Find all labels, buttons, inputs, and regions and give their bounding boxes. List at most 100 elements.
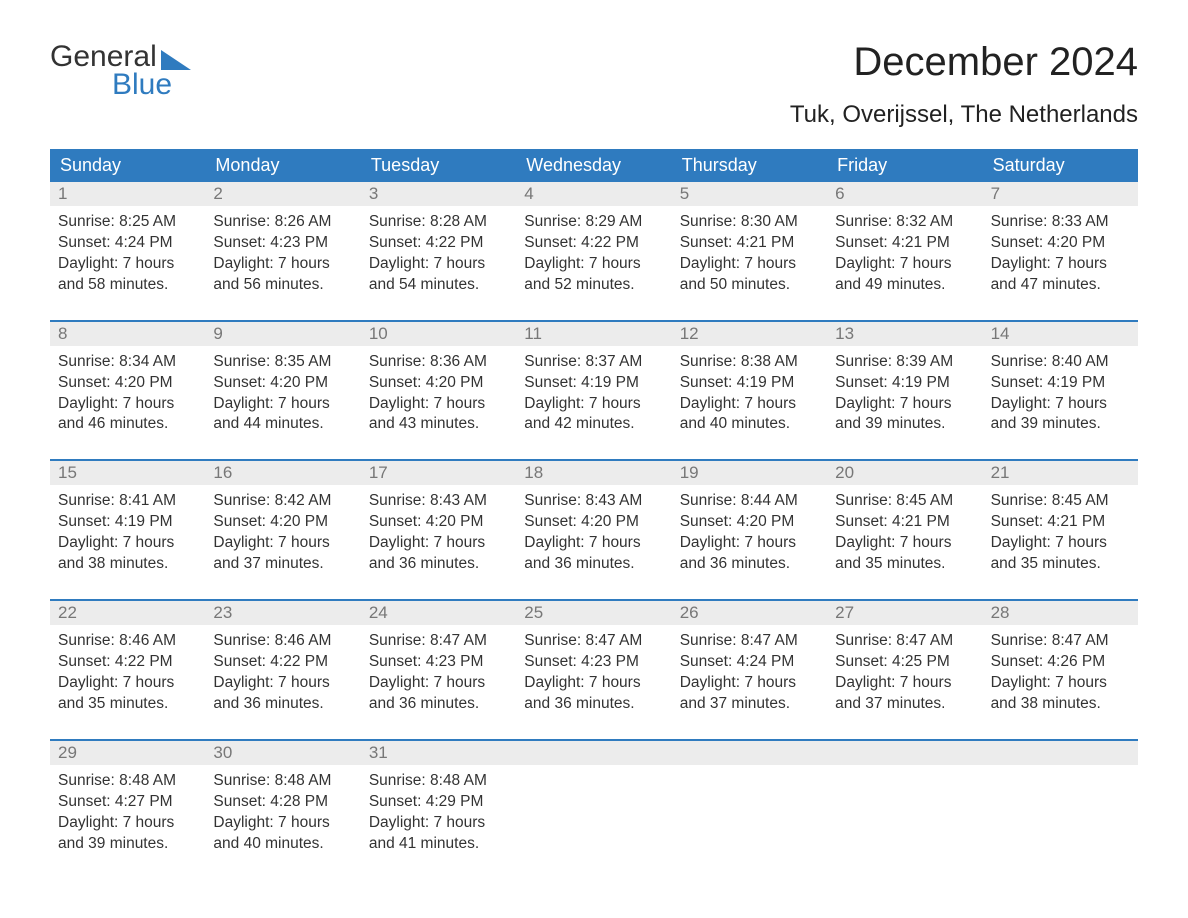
calendar-cell: 14Sunrise: 8:40 AMSunset: 4:19 PMDayligh… bbox=[983, 322, 1138, 440]
cell-body: Sunrise: 8:45 AMSunset: 4:21 PMDaylight:… bbox=[983, 485, 1138, 579]
calendar-cell: 31Sunrise: 8:48 AMSunset: 4:29 PMDayligh… bbox=[361, 741, 516, 859]
day-number: 2 bbox=[205, 182, 360, 206]
d2-text: and 46 minutes. bbox=[58, 414, 197, 435]
weeks-container: 1Sunrise: 8:25 AMSunset: 4:24 PMDaylight… bbox=[50, 182, 1138, 858]
d1-text: Daylight: 7 hours bbox=[213, 673, 352, 694]
d1-text: Daylight: 7 hours bbox=[991, 394, 1130, 415]
sunset-text: Sunset: 4:20 PM bbox=[213, 373, 352, 394]
calendar-cell: 25Sunrise: 8:47 AMSunset: 4:23 PMDayligh… bbox=[516, 601, 671, 719]
cell-body: Sunrise: 8:47 AMSunset: 4:24 PMDaylight:… bbox=[672, 625, 827, 719]
cell-body: Sunrise: 8:47 AMSunset: 4:23 PMDaylight:… bbox=[516, 625, 671, 719]
cell-body: Sunrise: 8:47 AMSunset: 4:25 PMDaylight:… bbox=[827, 625, 982, 719]
week-row: 8Sunrise: 8:34 AMSunset: 4:20 PMDaylight… bbox=[50, 320, 1138, 440]
calendar-cell: 23Sunrise: 8:46 AMSunset: 4:22 PMDayligh… bbox=[205, 601, 360, 719]
sunset-text: Sunset: 4:21 PM bbox=[835, 233, 974, 254]
calendar-cell: 4Sunrise: 8:29 AMSunset: 4:22 PMDaylight… bbox=[516, 182, 671, 300]
sunset-text: Sunset: 4:20 PM bbox=[991, 233, 1130, 254]
day-number: 1 bbox=[50, 182, 205, 206]
cell-body: Sunrise: 8:25 AMSunset: 4:24 PMDaylight:… bbox=[50, 206, 205, 300]
day-number: 27 bbox=[827, 601, 982, 625]
d2-text: and 43 minutes. bbox=[369, 414, 508, 435]
d2-text: and 36 minutes. bbox=[369, 554, 508, 575]
d2-text: and 41 minutes. bbox=[369, 834, 508, 855]
sunrise-text: Sunrise: 8:46 AM bbox=[213, 631, 352, 652]
d1-text: Daylight: 7 hours bbox=[58, 533, 197, 554]
calendar: Sunday Monday Tuesday Wednesday Thursday… bbox=[50, 149, 1138, 858]
day-number: 24 bbox=[361, 601, 516, 625]
sunrise-text: Sunrise: 8:30 AM bbox=[680, 212, 819, 233]
d1-text: Daylight: 7 hours bbox=[680, 394, 819, 415]
sunrise-text: Sunrise: 8:45 AM bbox=[835, 491, 974, 512]
cell-body: Sunrise: 8:48 AMSunset: 4:27 PMDaylight:… bbox=[50, 765, 205, 859]
sunset-text: Sunset: 4:23 PM bbox=[369, 652, 508, 673]
day-number: 20 bbox=[827, 461, 982, 485]
calendar-cell: 27Sunrise: 8:47 AMSunset: 4:25 PMDayligh… bbox=[827, 601, 982, 719]
d2-text: and 52 minutes. bbox=[524, 275, 663, 296]
sunset-text: Sunset: 4:25 PM bbox=[835, 652, 974, 673]
cell-body: Sunrise: 8:34 AMSunset: 4:20 PMDaylight:… bbox=[50, 346, 205, 440]
d2-text: and 42 minutes. bbox=[524, 414, 663, 435]
d1-text: Daylight: 7 hours bbox=[369, 673, 508, 694]
calendar-cell: 12Sunrise: 8:38 AMSunset: 4:19 PMDayligh… bbox=[672, 322, 827, 440]
day-number: 6 bbox=[827, 182, 982, 206]
sunrise-text: Sunrise: 8:26 AM bbox=[213, 212, 352, 233]
sunrise-text: Sunrise: 8:47 AM bbox=[991, 631, 1130, 652]
sunset-text: Sunset: 4:22 PM bbox=[58, 652, 197, 673]
d2-text: and 36 minutes. bbox=[524, 554, 663, 575]
calendar-cell: 19Sunrise: 8:44 AMSunset: 4:20 PMDayligh… bbox=[672, 461, 827, 579]
d1-text: Daylight: 7 hours bbox=[58, 394, 197, 415]
sunset-text: Sunset: 4:22 PM bbox=[213, 652, 352, 673]
month-title: December 2024 bbox=[790, 40, 1138, 85]
d2-text: and 49 minutes. bbox=[835, 275, 974, 296]
cell-body: Sunrise: 8:33 AMSunset: 4:20 PMDaylight:… bbox=[983, 206, 1138, 300]
cell-body: Sunrise: 8:36 AMSunset: 4:20 PMDaylight:… bbox=[361, 346, 516, 440]
cell-body: Sunrise: 8:46 AMSunset: 4:22 PMDaylight:… bbox=[50, 625, 205, 719]
dayname-row: Sunday Monday Tuesday Wednesday Thursday… bbox=[50, 149, 1138, 182]
calendar-cell: 17Sunrise: 8:43 AMSunset: 4:20 PMDayligh… bbox=[361, 461, 516, 579]
sunset-text: Sunset: 4:23 PM bbox=[524, 652, 663, 673]
location: Tuk, Overijssel, The Netherlands bbox=[790, 101, 1138, 129]
d2-text: and 58 minutes. bbox=[58, 275, 197, 296]
calendar-cell: 24Sunrise: 8:47 AMSunset: 4:23 PMDayligh… bbox=[361, 601, 516, 719]
d1-text: Daylight: 7 hours bbox=[213, 254, 352, 275]
sunset-text: Sunset: 4:29 PM bbox=[369, 792, 508, 813]
sunset-text: Sunset: 4:19 PM bbox=[835, 373, 974, 394]
day-number: 21 bbox=[983, 461, 1138, 485]
day-number: 4 bbox=[516, 182, 671, 206]
d2-text: and 35 minutes. bbox=[835, 554, 974, 575]
sunrise-text: Sunrise: 8:45 AM bbox=[991, 491, 1130, 512]
day-number: 25 bbox=[516, 601, 671, 625]
calendar-cell: 20Sunrise: 8:45 AMSunset: 4:21 PMDayligh… bbox=[827, 461, 982, 579]
calendar-cell: 10Sunrise: 8:36 AMSunset: 4:20 PMDayligh… bbox=[361, 322, 516, 440]
cell-body: Sunrise: 8:48 AMSunset: 4:29 PMDaylight:… bbox=[361, 765, 516, 859]
sunrise-text: Sunrise: 8:36 AM bbox=[369, 352, 508, 373]
calendar-cell: 8Sunrise: 8:34 AMSunset: 4:20 PMDaylight… bbox=[50, 322, 205, 440]
cell-body: Sunrise: 8:40 AMSunset: 4:19 PMDaylight:… bbox=[983, 346, 1138, 440]
sunset-text: Sunset: 4:20 PM bbox=[680, 512, 819, 533]
sunset-text: Sunset: 4:21 PM bbox=[991, 512, 1130, 533]
sunrise-text: Sunrise: 8:33 AM bbox=[991, 212, 1130, 233]
d2-text: and 36 minutes. bbox=[680, 554, 819, 575]
cell-body-empty bbox=[827, 765, 982, 857]
sunrise-text: Sunrise: 8:47 AM bbox=[680, 631, 819, 652]
d2-text: and 44 minutes. bbox=[213, 414, 352, 435]
week-row: 29Sunrise: 8:48 AMSunset: 4:27 PMDayligh… bbox=[50, 739, 1138, 859]
sunset-text: Sunset: 4:20 PM bbox=[369, 373, 508, 394]
day-number: 29 bbox=[50, 741, 205, 765]
day-number: 31 bbox=[361, 741, 516, 765]
sunrise-text: Sunrise: 8:38 AM bbox=[680, 352, 819, 373]
calendar-cell bbox=[983, 741, 1138, 859]
sunset-text: Sunset: 4:21 PM bbox=[835, 512, 974, 533]
cell-body: Sunrise: 8:37 AMSunset: 4:19 PMDaylight:… bbox=[516, 346, 671, 440]
cell-body: Sunrise: 8:42 AMSunset: 4:20 PMDaylight:… bbox=[205, 485, 360, 579]
d2-text: and 36 minutes. bbox=[524, 694, 663, 715]
d1-text: Daylight: 7 hours bbox=[835, 673, 974, 694]
calendar-cell: 30Sunrise: 8:48 AMSunset: 4:28 PMDayligh… bbox=[205, 741, 360, 859]
sunrise-text: Sunrise: 8:46 AM bbox=[58, 631, 197, 652]
d1-text: Daylight: 7 hours bbox=[213, 813, 352, 834]
sunrise-text: Sunrise: 8:48 AM bbox=[58, 771, 197, 792]
d2-text: and 54 minutes. bbox=[369, 275, 508, 296]
day-number: 30 bbox=[205, 741, 360, 765]
sunset-text: Sunset: 4:24 PM bbox=[680, 652, 819, 673]
dayname: Thursday bbox=[672, 149, 827, 182]
